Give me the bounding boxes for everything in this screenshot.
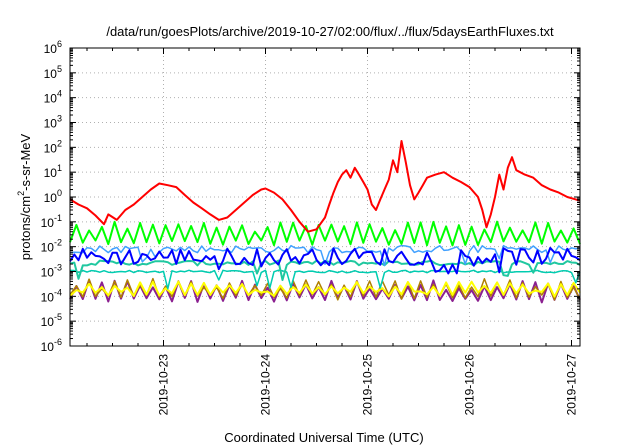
y-tick-exponent: -6 [54,337,62,347]
y-tick-base: 10 [41,315,55,329]
y-tick-exponent: -4 [54,287,62,297]
y-tick-base: 10 [44,42,58,56]
y-tick-base: 10 [41,290,55,304]
chart-title: /data/run/goesPlots/archive/2019-10-27/0… [106,24,554,39]
y-tick-label: 100 [44,188,62,205]
y-tick-exponent: 2 [57,138,62,148]
y-tick-label: 106 [44,39,62,56]
y-tick-label: 10-6 [41,337,62,354]
y-tick-label: 10-1 [41,213,62,230]
x-tick-label: 2019-10-26 [463,354,477,416]
y-tick-exponent: 3 [57,114,62,124]
y-tick-base: 10 [44,141,58,155]
y-tick-base: 10 [44,166,58,180]
series-line [69,280,581,298]
y-tick-base: 10 [44,92,58,106]
y-tick-label: 101 [44,163,62,180]
x-axis: 2019-10-23 2019-10-24 2019-10-25 2019-10-26… [86,48,579,416]
y-tick-base: 10 [44,191,58,205]
y-tick-exponent: 0 [57,188,62,198]
y-tick-label: 103 [44,114,62,131]
y-tick-exponent: -2 [54,238,62,248]
y-tick-exponent: 6 [57,39,62,49]
y-tick-label: 105 [44,64,62,81]
x-tick-label: 2019-10-24 [259,354,273,416]
y-tick-base: 10 [44,67,58,81]
x-tick-label: 2019-10-25 [361,354,375,416]
series-line [69,140,581,233]
y-tick-label: 10-4 [41,287,62,304]
y-axis-label-main: protons/cm [18,196,33,260]
y-tick-base: 10 [41,266,55,280]
y-tick-exponent: 4 [57,89,62,99]
y-tick-label: 102 [44,138,62,155]
y-axis-label-superscript: 2 [16,191,26,196]
x-tick-label: 2019-10-23 [157,354,171,416]
y-tick-label: 10-3 [41,263,62,280]
y-tick-exponent: 5 [57,64,62,74]
y-tick-exponent: 1 [57,163,62,173]
series-line [69,220,581,247]
y-tick-label: 104 [44,89,62,106]
y-tick-base: 10 [41,216,55,230]
y-tick-exponent: -1 [54,213,62,223]
y-tick-base: 10 [44,117,58,131]
x-axis-label: Coordinated Universal Time (UTC) [224,430,423,445]
series-line [69,246,581,275]
y-tick-base: 10 [41,241,55,255]
y-tick-label: 10-5 [41,312,62,329]
y-axis-label-units: -s-sr-MeV [18,133,33,190]
y-axis: 10-610-510-410-310-210-11001011021031041… [41,39,580,354]
series-line [69,279,581,304]
series-line [69,269,581,290]
y-axis-label: protons/cm2-s-sr-MeV [16,133,33,260]
y-tick-exponent: -5 [54,312,62,322]
series-group [69,140,581,304]
y-tick-base: 10 [41,340,55,354]
x-tick-label: 2019-10-27 [565,354,579,416]
y-tick-label: 10-2 [41,238,62,255]
y-tick-exponent: -3 [54,263,62,273]
